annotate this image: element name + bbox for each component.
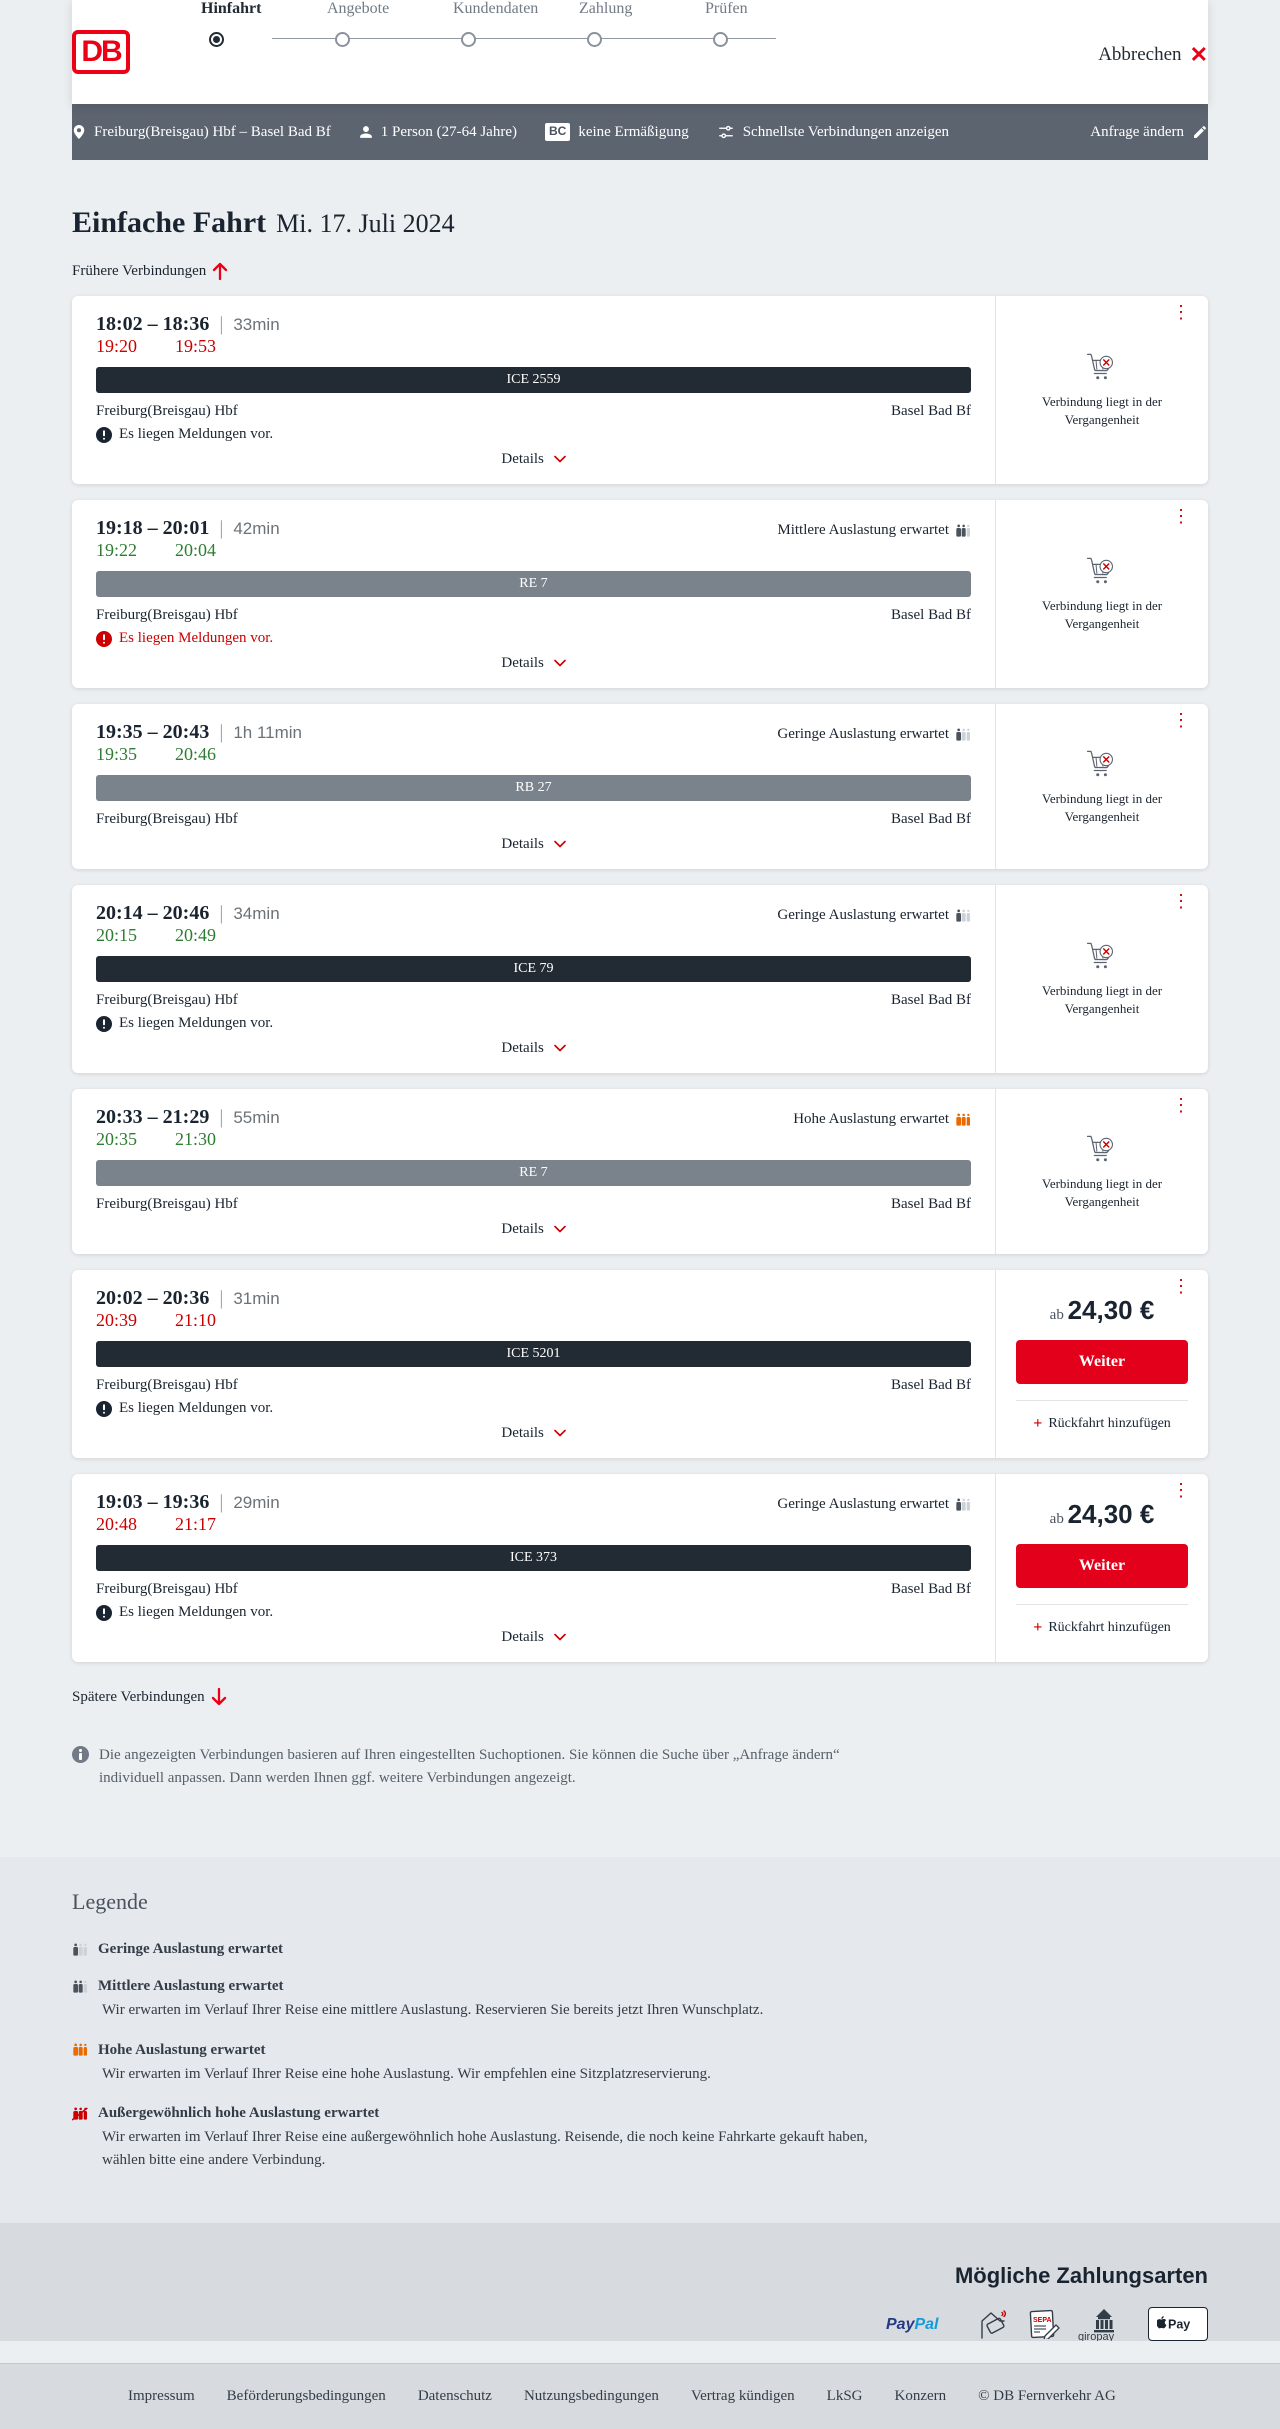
svg-text:Pay: Pay — [1168, 2318, 1190, 2332]
svg-text:giropay: giropay — [1078, 2331, 1115, 2341]
svg-text:SEPA: SEPA — [1033, 2317, 1052, 2324]
svg-text:PayPal: PayPal — [886, 2316, 939, 2333]
